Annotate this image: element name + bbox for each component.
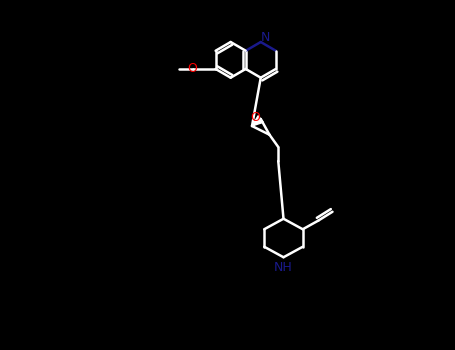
- Text: N: N: [260, 31, 270, 44]
- Polygon shape: [252, 116, 263, 126]
- Text: NH: NH: [274, 260, 293, 274]
- Text: O: O: [187, 62, 197, 76]
- Text: O: O: [251, 111, 260, 124]
